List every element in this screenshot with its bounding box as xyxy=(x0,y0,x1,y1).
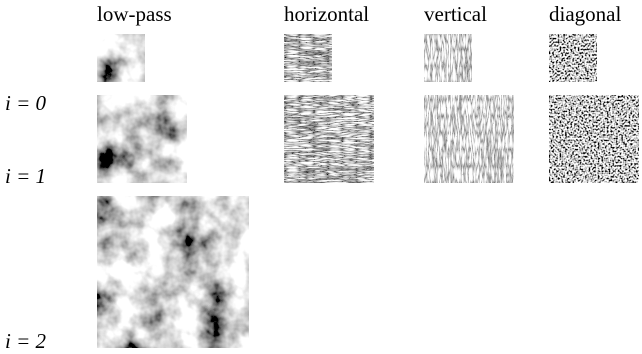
column-header: low-pass xyxy=(97,2,172,26)
lowpass-image xyxy=(97,34,145,82)
column-header: diagonal xyxy=(549,2,621,26)
horizontal-image xyxy=(284,34,332,82)
vertical-image xyxy=(424,34,472,82)
row-label: i = 0 xyxy=(5,91,47,115)
lowpass-image xyxy=(97,196,249,348)
column-header: vertical xyxy=(424,2,487,26)
vertical-image xyxy=(424,95,514,183)
horizontal-image xyxy=(284,95,374,183)
lowpass-image xyxy=(97,95,187,183)
column-header: horizontal xyxy=(284,2,369,26)
diagonal-image xyxy=(549,95,639,183)
row-label: i = 1 xyxy=(5,164,46,188)
figure: low-pass horizontal vertical diagonal i … xyxy=(0,0,642,354)
diagonal-image xyxy=(549,34,597,82)
row-label: i = 2 xyxy=(5,329,47,353)
